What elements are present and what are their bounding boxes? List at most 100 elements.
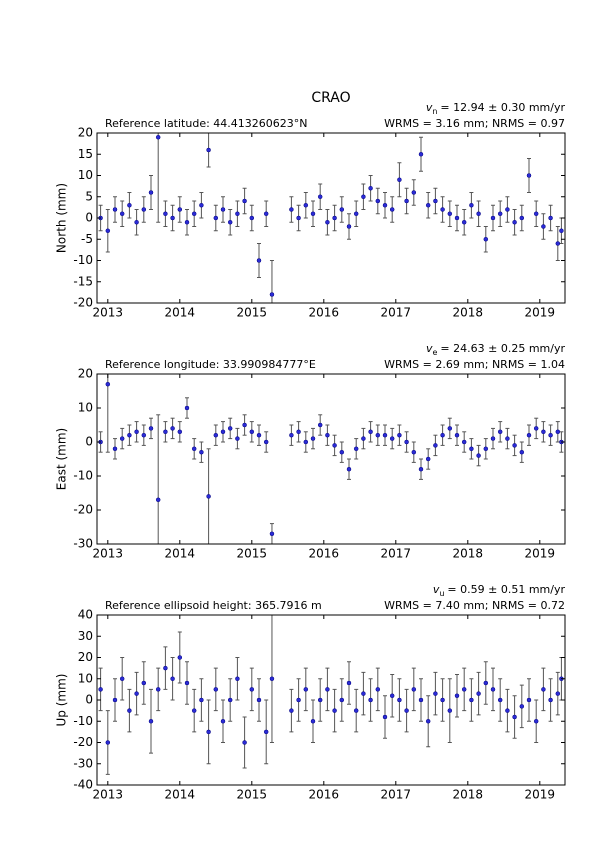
x-tick-label: 2016 — [309, 306, 340, 320]
x-tick-label: 2018 — [453, 547, 484, 561]
point — [227, 697, 233, 703]
point — [490, 687, 496, 692]
point — [235, 436, 240, 441]
point — [397, 697, 402, 703]
point — [361, 436, 366, 441]
point — [177, 207, 183, 212]
axes-frame — [96, 373, 566, 545]
point — [397, 177, 402, 182]
point — [559, 228, 564, 233]
y-tick-label: -20 — [73, 735, 93, 749]
point — [389, 693, 395, 698]
point — [346, 466, 352, 472]
x-tick-label: 2019 — [525, 547, 556, 561]
point — [368, 429, 373, 435]
point — [170, 215, 175, 221]
velocity: ve = 24.63 ± 0.25 mm/yr — [426, 342, 565, 357]
point — [505, 436, 510, 441]
point — [303, 687, 309, 692]
point — [256, 258, 262, 263]
velocity-symbol: v — [433, 583, 440, 596]
point — [497, 429, 503, 435]
point — [256, 697, 262, 703]
point — [440, 697, 445, 703]
point — [541, 687, 546, 692]
y-tick-label: -20 — [73, 503, 93, 517]
y-tick-label: -5 — [81, 232, 93, 246]
x-tick-label: 2015 — [237, 788, 268, 802]
point — [155, 135, 161, 140]
point — [310, 211, 316, 216]
velocity-subscript: u — [439, 589, 444, 598]
point — [191, 708, 197, 713]
x-tick-label: 2014 — [165, 788, 196, 802]
point — [353, 708, 359, 713]
point — [454, 215, 460, 221]
velocity-text: = 0.59 ± 0.51 mm/yr — [447, 583, 565, 596]
point — [134, 429, 139, 435]
point — [541, 224, 546, 229]
velocity-symbol: v — [426, 342, 433, 355]
point — [512, 220, 517, 225]
point — [469, 446, 474, 452]
y-axis-label: East (mm) — [55, 428, 69, 490]
y-tick-label: -10 — [73, 469, 93, 483]
point — [249, 687, 255, 692]
point — [533, 211, 539, 216]
point — [163, 429, 168, 435]
point — [476, 691, 481, 696]
point — [368, 697, 373, 703]
point — [519, 449, 525, 455]
point — [296, 697, 301, 703]
point — [411, 449, 417, 455]
point — [220, 429, 226, 435]
point — [98, 687, 103, 692]
point — [127, 432, 132, 438]
velocity-text: = 24.63 ± 0.25 mm/yr — [440, 342, 565, 355]
point — [526, 173, 532, 178]
point — [220, 719, 226, 724]
velocity-subscript: e — [433, 348, 438, 357]
point — [242, 198, 247, 204]
point — [227, 426, 233, 431]
y-tick-label: -15 — [73, 274, 93, 288]
point — [541, 429, 546, 435]
point — [177, 655, 183, 660]
point — [555, 241, 561, 246]
point — [206, 494, 211, 499]
y-tick-label: 20 — [78, 126, 93, 140]
point — [397, 432, 402, 438]
point — [289, 432, 294, 438]
y-tick-label: -30 — [73, 537, 93, 551]
point — [433, 691, 438, 696]
point — [296, 429, 301, 435]
point — [310, 719, 316, 724]
stats: WRMS = 7.40 mm; NRMS = 0.72 — [384, 599, 565, 612]
point — [263, 729, 269, 735]
point — [227, 220, 233, 225]
y-tick-label: 0 — [85, 693, 93, 707]
point — [469, 203, 474, 208]
point — [317, 194, 323, 199]
point — [199, 697, 204, 703]
point — [141, 680, 147, 686]
point — [519, 704, 525, 709]
point — [512, 714, 517, 720]
point — [533, 426, 539, 431]
point — [332, 708, 337, 713]
point — [213, 215, 219, 221]
point — [490, 436, 496, 441]
x-tick-label: 2015 — [237, 306, 268, 320]
y-tick-label: -10 — [73, 253, 93, 267]
point — [127, 203, 132, 208]
point — [184, 220, 190, 225]
point — [249, 215, 255, 221]
point — [548, 432, 553, 438]
point — [119, 676, 125, 681]
y-tick-label: 15 — [78, 147, 93, 161]
x-tick-label: 2015 — [237, 547, 268, 561]
velocity-text: = 12.94 ± 0.30 mm/yr — [440, 101, 565, 114]
point — [199, 449, 204, 455]
point — [476, 453, 481, 458]
point — [346, 680, 352, 686]
